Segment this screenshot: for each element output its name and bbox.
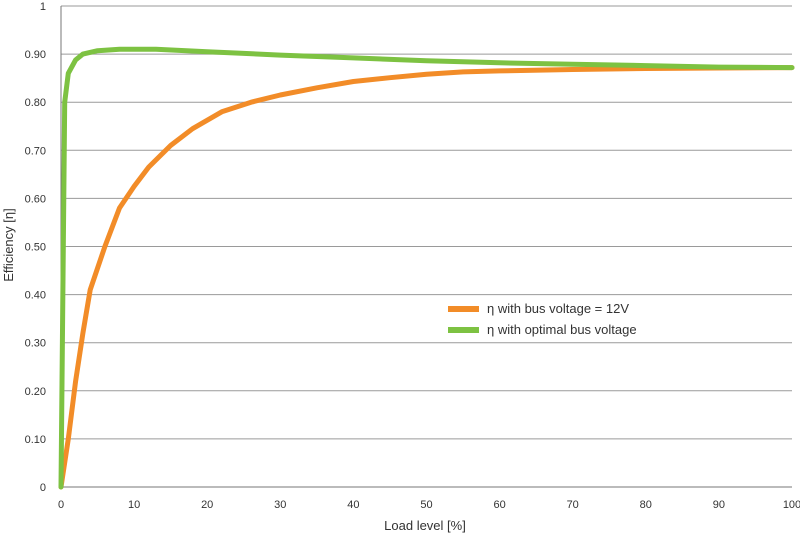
y-tick-label: 0.20 <box>25 386 46 398</box>
legend-label-bus-12v: η with bus voltage = 12V <box>487 301 629 316</box>
x-tick-label: 90 <box>713 499 725 511</box>
x-tick-label: 70 <box>567 499 579 511</box>
legend-label-optimal: η with optimal bus voltage <box>487 322 637 337</box>
y-tick-label: 0.70 <box>25 145 46 157</box>
y-axis-label: Efficiency [η] <box>1 208 16 281</box>
y-tick-label: 0.50 <box>25 242 46 254</box>
y-tick-label: 1 <box>40 1 46 13</box>
x-tick-label: 0 <box>58 499 64 511</box>
series-lines <box>58 46 795 490</box>
x-tick-label: 10 <box>128 499 140 511</box>
gridlines <box>61 5 792 440</box>
y-tick-label: 0.40 <box>25 290 46 302</box>
x-tick-label: 80 <box>640 499 652 511</box>
x-tick-label: 40 <box>347 499 359 511</box>
x-tick-label: 100 <box>783 499 800 511</box>
y-tick-label: 0.10 <box>25 434 46 446</box>
y-tick-labels: 0 0.10 0.20 0.30 0.40 0.50 0.60 0.70 0.80 0.90 1 <box>25 1 46 494</box>
y-tick-label: 0.80 <box>25 97 46 109</box>
x-axis-label: Load level [%] <box>384 518 466 533</box>
x-tick-label: 60 <box>493 499 505 511</box>
x-tick-label: 50 <box>420 499 432 511</box>
series-line-bus-12v <box>58 65 795 490</box>
y-tick-label: 0 <box>40 482 46 494</box>
legend: η with bus voltage = 12V η with optimal … <box>448 301 637 337</box>
y-tick-label: 0.30 <box>25 338 46 350</box>
y-tick-label: 0.60 <box>25 193 46 205</box>
x-tick-label: 20 <box>201 499 213 511</box>
y-tick-label: 0.90 <box>25 49 46 61</box>
x-tick-labels: 0 10 20 30 40 50 60 70 80 90 100 <box>58 499 800 511</box>
x-tick-label: 30 <box>274 499 286 511</box>
series-line-optimal <box>58 46 795 490</box>
